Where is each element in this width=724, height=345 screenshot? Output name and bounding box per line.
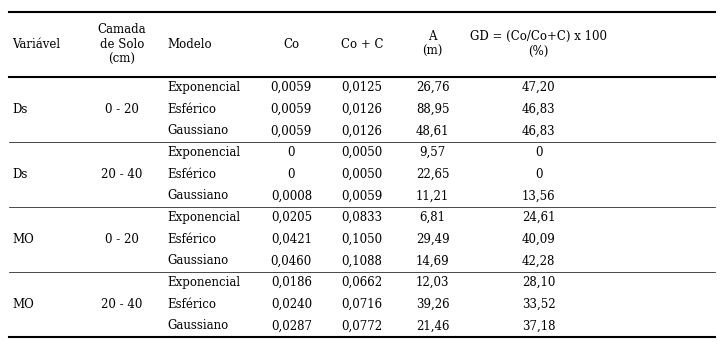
Text: Esférico: Esférico	[168, 168, 216, 181]
Text: 46,83: 46,83	[522, 103, 555, 116]
Text: 29,49: 29,49	[416, 233, 450, 246]
Text: Exponencial: Exponencial	[168, 81, 241, 94]
Text: 0,0287: 0,0287	[271, 319, 312, 333]
Text: 0,0050: 0,0050	[342, 168, 382, 181]
Text: Gaussiano: Gaussiano	[168, 189, 229, 203]
Text: 0,0186: 0,0186	[271, 276, 312, 289]
Text: MO: MO	[12, 233, 34, 246]
Text: Ds: Ds	[12, 168, 28, 181]
Text: 0,0772: 0,0772	[342, 319, 382, 333]
Text: A
(m): A (m)	[423, 30, 443, 58]
Text: Exponencial: Exponencial	[168, 211, 241, 224]
Text: 0: 0	[287, 168, 295, 181]
Text: 0,0460: 0,0460	[271, 254, 312, 267]
Text: MO: MO	[12, 298, 34, 311]
Text: 39,26: 39,26	[416, 298, 450, 311]
Text: 0,0125: 0,0125	[342, 81, 382, 94]
Text: 48,61: 48,61	[416, 124, 450, 137]
Text: 24,61: 24,61	[522, 211, 555, 224]
Text: 12,03: 12,03	[416, 276, 450, 289]
Text: 0: 0	[535, 168, 542, 181]
Text: Variável: Variável	[12, 38, 60, 51]
Text: 88,95: 88,95	[416, 103, 450, 116]
Text: 0,0240: 0,0240	[271, 298, 312, 311]
Text: 37,18: 37,18	[522, 319, 555, 333]
Text: 22,65: 22,65	[416, 168, 450, 181]
Text: 42,28: 42,28	[522, 254, 555, 267]
Text: 0 - 20: 0 - 20	[105, 103, 138, 116]
Text: 0,0421: 0,0421	[271, 233, 312, 246]
Text: 0: 0	[287, 146, 295, 159]
Text: Gaussiano: Gaussiano	[168, 124, 229, 137]
Text: Esférico: Esférico	[168, 298, 216, 311]
Text: 9,57: 9,57	[419, 146, 446, 159]
Text: 13,56: 13,56	[522, 189, 555, 203]
Text: 21,46: 21,46	[416, 319, 450, 333]
Text: Camada
de Solo
(cm): Camada de Solo (cm)	[97, 23, 146, 66]
Text: 0,1050: 0,1050	[342, 233, 382, 246]
Text: 0,0716: 0,0716	[342, 298, 382, 311]
Text: 46,83: 46,83	[522, 124, 555, 137]
Text: 0: 0	[535, 146, 542, 159]
Text: 20 - 40: 20 - 40	[101, 168, 143, 181]
Text: Exponencial: Exponencial	[168, 146, 241, 159]
Text: 0,0126: 0,0126	[342, 124, 382, 137]
Text: 0,0059: 0,0059	[271, 124, 312, 137]
Text: 0 - 20: 0 - 20	[105, 233, 138, 246]
Text: 26,76: 26,76	[416, 81, 450, 94]
Text: 0,0050: 0,0050	[342, 146, 382, 159]
Text: 0,0059: 0,0059	[342, 189, 382, 203]
Text: 20 - 40: 20 - 40	[101, 298, 143, 311]
Text: Ds: Ds	[12, 103, 28, 116]
Text: 28,10: 28,10	[522, 276, 555, 289]
Text: 0,1088: 0,1088	[342, 254, 382, 267]
Text: Modelo: Modelo	[168, 38, 212, 51]
Text: 0,0205: 0,0205	[271, 211, 312, 224]
Text: GD = (Co/Co+C) x 100
(%): GD = (Co/Co+C) x 100 (%)	[470, 30, 607, 58]
Text: Co + C: Co + C	[341, 38, 383, 51]
Text: Gaussiano: Gaussiano	[168, 254, 229, 267]
Text: Co: Co	[283, 38, 300, 51]
Text: 0,0126: 0,0126	[342, 103, 382, 116]
Text: 47,20: 47,20	[522, 81, 555, 94]
Text: 0,0059: 0,0059	[271, 103, 312, 116]
Text: 0,0008: 0,0008	[271, 189, 312, 203]
Text: Gaussiano: Gaussiano	[168, 319, 229, 333]
Text: 11,21: 11,21	[416, 189, 450, 203]
Text: Exponencial: Exponencial	[168, 276, 241, 289]
Text: 6,81: 6,81	[420, 211, 446, 224]
Text: 0,0059: 0,0059	[271, 81, 312, 94]
Text: 40,09: 40,09	[522, 233, 555, 246]
Text: 14,69: 14,69	[416, 254, 450, 267]
Text: 0,0662: 0,0662	[342, 276, 382, 289]
Text: 0,0833: 0,0833	[342, 211, 382, 224]
Text: Esférico: Esférico	[168, 103, 216, 116]
Text: Esférico: Esférico	[168, 233, 216, 246]
Text: 33,52: 33,52	[522, 298, 555, 311]
